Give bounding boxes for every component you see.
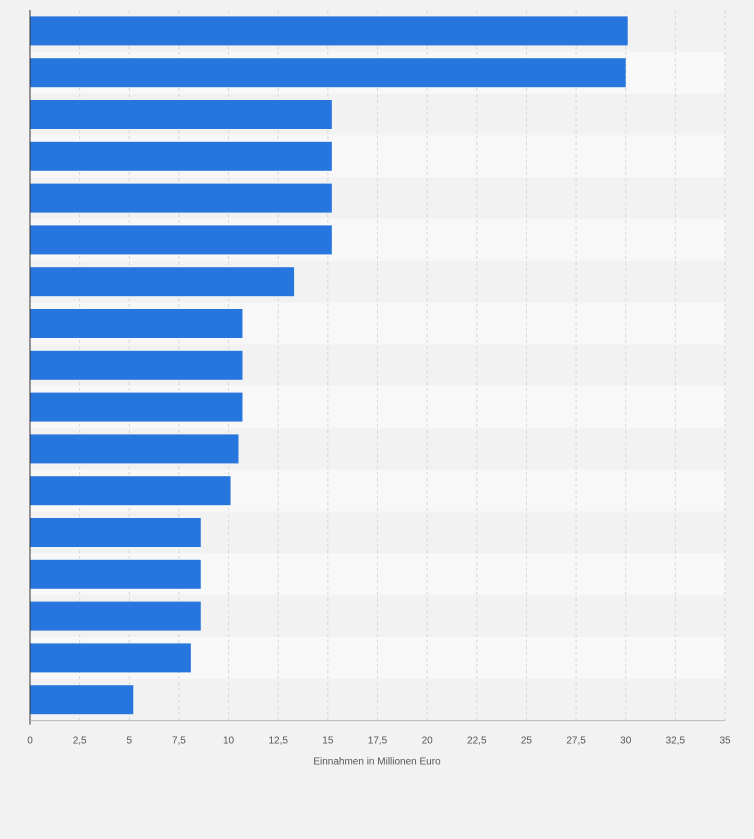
bar[interactable] bbox=[30, 601, 201, 631]
x-tick-label: 10 bbox=[223, 736, 235, 747]
bar[interactable] bbox=[30, 434, 239, 464]
x-tick-label: 2,5 bbox=[73, 736, 87, 747]
bar[interactable] bbox=[30, 183, 332, 213]
x-axis-title: Einnahmen in Millionen Euro bbox=[313, 757, 441, 768]
bar[interactable] bbox=[30, 476, 231, 506]
x-tick-label: 12,5 bbox=[268, 736, 288, 747]
axes bbox=[29, 10, 725, 725]
bar[interactable] bbox=[30, 267, 295, 297]
bar[interactable] bbox=[30, 643, 191, 673]
x-tick-label: 0 bbox=[27, 736, 33, 747]
x-tick-label: 5 bbox=[127, 736, 133, 747]
x-tick-label: 17,5 bbox=[368, 736, 388, 747]
x-tick-label: 32,5 bbox=[666, 736, 686, 747]
x-tick-label: 27,5 bbox=[566, 736, 586, 747]
bar[interactable] bbox=[30, 309, 243, 338]
x-tick-label: 35 bbox=[719, 736, 731, 747]
bar[interactable] bbox=[30, 685, 134, 715]
bar[interactable] bbox=[30, 58, 626, 88]
bar[interactable] bbox=[30, 518, 201, 547]
x-tick-label: 20 bbox=[422, 736, 434, 747]
x-tick-label: 30 bbox=[620, 736, 632, 747]
bar[interactable] bbox=[30, 392, 243, 422]
bar[interactable] bbox=[30, 559, 201, 589]
bar[interactable] bbox=[30, 350, 243, 380]
bar[interactable] bbox=[30, 141, 332, 171]
x-tick-labels: 0 2,5 5 7,5 10 12,5 15 17,5 20 22,5 25 27,5 30 32,5 35 bbox=[27, 736, 731, 747]
bar[interactable] bbox=[30, 225, 332, 255]
x-tick-label: 15 bbox=[322, 736, 334, 747]
bar[interactable] bbox=[30, 16, 628, 46]
bar[interactable] bbox=[30, 100, 332, 129]
bars bbox=[30, 16, 628, 715]
x-tick-label: 25 bbox=[521, 736, 533, 747]
x-tick-label: 22,5 bbox=[467, 736, 487, 747]
x-tick-label: 7,5 bbox=[172, 736, 186, 747]
